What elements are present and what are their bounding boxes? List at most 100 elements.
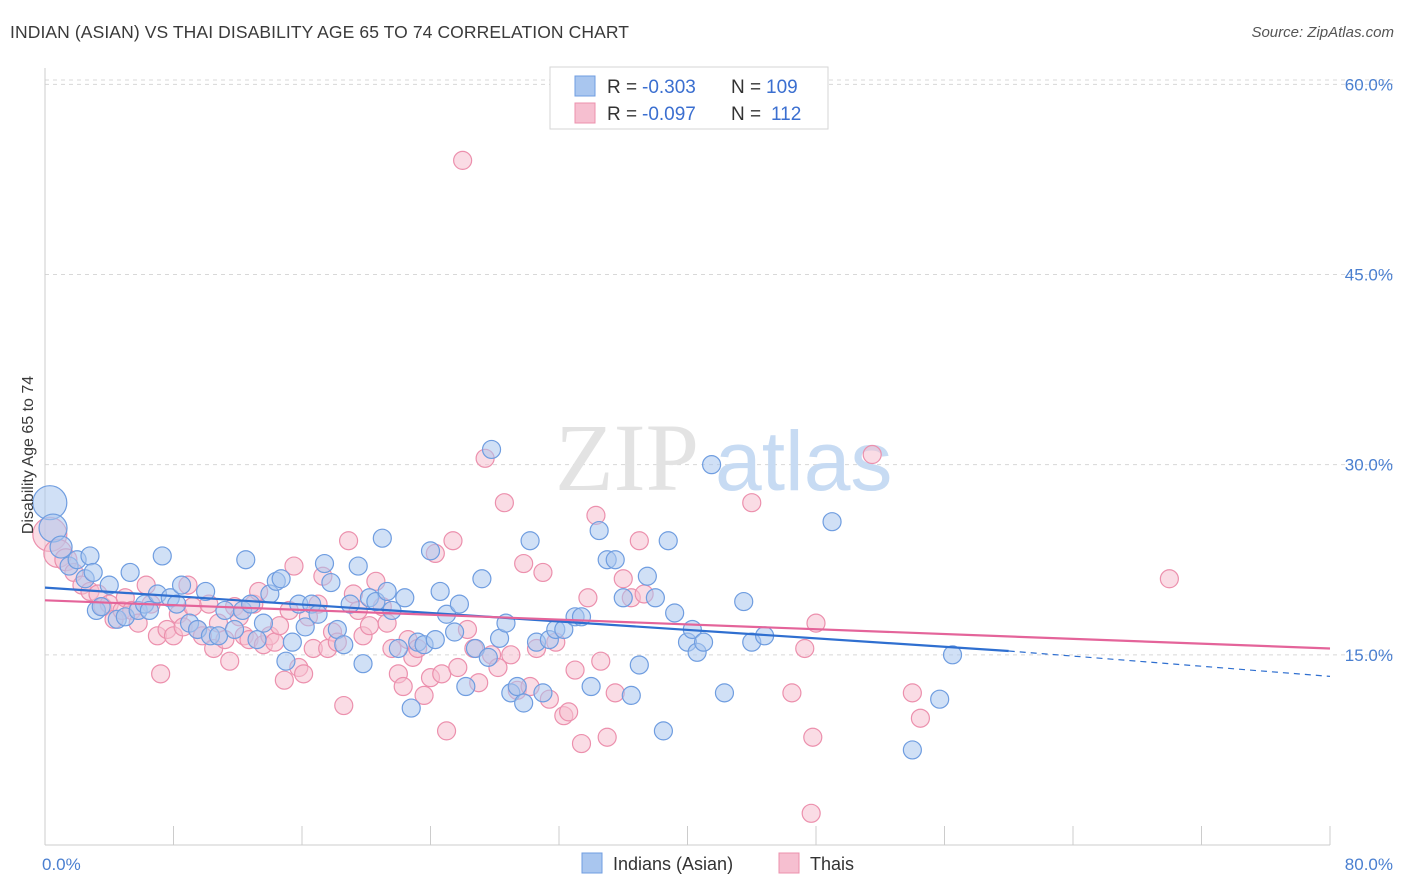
legend-r-label-2: R =: [607, 104, 637, 125]
data-point: [803, 727, 823, 747]
data-point: [930, 689, 950, 709]
source-credit: Source: ZipAtlas.com: [1251, 24, 1394, 41]
data-point: [742, 493, 762, 513]
data-point: [120, 562, 140, 583]
data-point: [436, 721, 457, 741]
data-point: [501, 645, 521, 665]
data-point: [645, 588, 665, 608]
y-tick-label: 45.0%: [1345, 265, 1393, 284]
data-point: [395, 588, 415, 608]
watermark-atlas: atlas: [715, 414, 892, 508]
legend-r-label-1: R =: [607, 77, 637, 98]
data-point: [565, 660, 585, 680]
data-point: [443, 531, 463, 551]
data-point: [444, 622, 465, 642]
watermark-zip: ZIP: [555, 404, 699, 511]
watermark: ZIP atlas: [555, 404, 892, 511]
data-point: [578, 588, 598, 608]
legend-r-value-2: -0.097: [642, 104, 696, 125]
bottom-legend-label-1: Indians (Asian): [613, 854, 733, 874]
data-point: [284, 556, 304, 576]
data-point: [321, 572, 341, 593]
data-point: [862, 444, 882, 465]
data-point: [478, 647, 498, 667]
data-point: [658, 531, 678, 551]
data-point: [308, 604, 328, 624]
data-point: [377, 581, 397, 602]
data-point: [420, 541, 441, 561]
data-point: [196, 581, 216, 602]
tick-labels: 15.0% 30.0% 45.0% 60.0% 0.0% 80.0%: [42, 75, 1393, 874]
data-point: [49, 535, 73, 559]
data-point: [314, 553, 335, 574]
data-point: [701, 455, 722, 475]
data-point: [942, 645, 963, 665]
data-point: [274, 670, 294, 690]
data-point: [338, 531, 359, 551]
data-point: [340, 594, 360, 614]
y-tick-label: 60.0%: [1345, 75, 1393, 94]
data-point: [372, 528, 392, 548]
data-point: [253, 613, 274, 633]
data-point: [472, 569, 492, 589]
y-tick-label: 15.0%: [1345, 646, 1393, 665]
data-point: [432, 664, 452, 684]
data-point: [99, 575, 119, 595]
data-point: [613, 588, 633, 608]
data-point: [276, 651, 296, 671]
data-point: [453, 150, 473, 170]
legend-n-value-2: 112: [771, 104, 801, 125]
data-point: [822, 512, 842, 532]
legend-n-value-1: 109: [766, 77, 798, 98]
data-point: [388, 638, 408, 659]
bottom-legend: Indians (Asian) Thais: [581, 852, 854, 874]
data-point: [481, 439, 502, 460]
bottom-legend-swatch-pink: [778, 852, 800, 874]
data-point: [151, 664, 171, 684]
x-tick-label-max: 80.0%: [1345, 855, 1393, 874]
data-point: [359, 616, 380, 636]
x-tick-label-min: 0.0%: [42, 855, 81, 874]
data-point: [559, 702, 579, 722]
data-point: [533, 683, 553, 703]
legend-n-label-1: N =: [731, 77, 761, 98]
trend-line-thais: [44, 599, 1331, 650]
data-point: [282, 632, 302, 652]
data-point: [236, 550, 256, 570]
data-point: [430, 581, 450, 602]
data-point: [139, 600, 160, 621]
data-point: [734, 591, 754, 612]
data-point: [605, 683, 625, 703]
data-point: [782, 683, 802, 703]
data-point: [605, 550, 625, 570]
axes: [44, 68, 1331, 846]
data-point: [613, 569, 633, 589]
data-point: [653, 721, 674, 741]
data-point: [224, 619, 245, 640]
data-point: [507, 676, 527, 697]
data-point: [271, 569, 291, 589]
data-point: [334, 695, 354, 716]
data-point: [215, 600, 235, 621]
data-point: [533, 562, 553, 583]
data-point: [91, 597, 111, 617]
data-point: [902, 683, 922, 703]
legend-swatch-blue: [574, 75, 596, 97]
data-point: [353, 654, 373, 674]
legend-n-label-2: N =: [731, 104, 761, 125]
data-point: [241, 594, 261, 614]
data-point: [247, 630, 267, 650]
data-point: [514, 553, 534, 574]
data-point: [265, 632, 285, 652]
data-point: [514, 693, 534, 713]
data-point: [494, 493, 514, 513]
trend-line-indians-extension: [1008, 650, 1331, 677]
data-point: [294, 664, 314, 684]
legend-box: R = -0.303 N = 109 R = -0.097 N = 112: [549, 66, 829, 130]
data-point: [902, 740, 922, 760]
data-point: [449, 594, 470, 614]
bottom-legend-swatch-blue: [581, 852, 603, 874]
data-point: [910, 708, 931, 728]
legend-r-value-1: -0.303: [642, 77, 696, 98]
